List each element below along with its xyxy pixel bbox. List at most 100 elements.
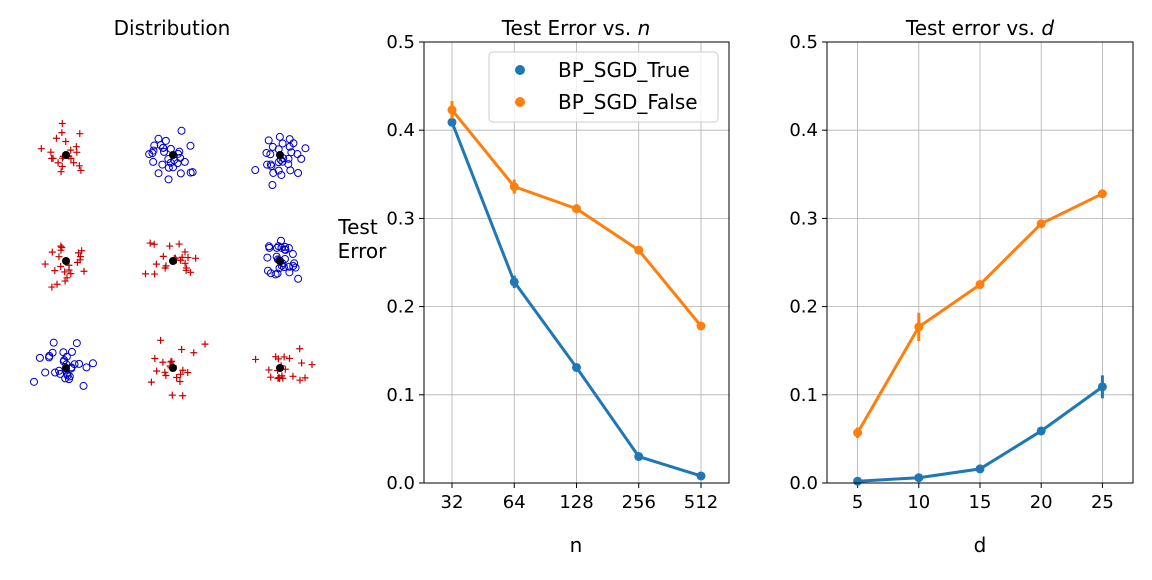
plus-marker [150,240,158,248]
circle-marker [160,147,169,156]
circle-marker [277,170,286,179]
plus-marker [75,162,83,170]
plus-marker [182,264,190,272]
circle-marker [272,243,281,252]
plus-marker [151,355,159,363]
plot-frame [423,41,730,484]
data-point [696,471,706,481]
x-tick-label: 256 [622,492,656,513]
plus-marker [48,248,56,256]
data-point [572,204,581,214]
circle-marker [149,157,158,166]
y-tick-label: 0.0 [386,473,415,494]
data-point [447,117,457,127]
circle-marker [285,268,294,277]
plus-marker [177,370,185,378]
test-error-vs-n-title: Test Error vs. n [501,16,651,40]
circle-marker [291,263,300,272]
plus-marker [53,280,61,288]
x-axis-label: d [974,533,987,557]
y-tick-label: 0.4 [789,120,818,141]
circle-marker [279,263,288,272]
cluster-center-marker [169,364,177,372]
circle-marker [297,154,306,163]
plus-marker [58,120,66,128]
series-bp-sgd-true [447,117,706,481]
cluster-center-marker [276,151,284,159]
y-axis-label-line-2: Error [338,239,388,263]
plus-marker [179,392,187,400]
circle-marker [265,242,274,251]
circle-marker [59,348,68,357]
legend-box [488,51,719,123]
plus-marker [175,240,183,248]
plus-marker [146,239,154,247]
circle-marker [186,141,195,150]
legend-label-bp-sgd-true: BP_SGD_True [558,58,690,82]
cluster-center-marker [62,364,70,372]
title-prefix: Test Error vs. [501,16,638,40]
distribution-cluster [141,239,200,278]
data-point [1036,426,1046,436]
plus-marker [73,258,81,266]
y-tick-label: 0.1 [789,385,818,406]
circle-marker [169,163,178,172]
test-error-vs-n-panel: Test Error vs. n Test Error n 32 64 128 256… [337,16,730,557]
circle-marker [150,141,159,150]
plus-marker [190,349,198,357]
data-point [975,464,985,474]
circle-marker [51,368,60,377]
series-bp-sgd-false [447,101,706,331]
plus-marker [58,243,66,251]
title-variable: n [638,16,651,40]
plus-marker [192,254,200,262]
circle-marker [158,160,167,169]
plus-marker [151,270,159,278]
plus-marker [184,254,192,262]
plus-marker [184,369,192,377]
plus-marker [301,374,309,382]
test-error-vs-d-panel: Test error vs. d d 5 10 15 20 25 0.0 0.1 0.2 0.3… [789,16,1134,557]
plus-marker [41,260,49,268]
data-point [1036,219,1046,229]
legend-label-bp-sgd-false: BP_SGD_False [558,90,698,114]
plus-marker [147,378,155,386]
plot-frame [826,41,1134,484]
plus-marker [67,155,75,163]
cluster-center-marker [276,257,284,265]
data-point [572,362,581,372]
legend-marker-bp-sgd-false [515,97,525,107]
cluster-center-marker [169,151,177,159]
distribution-title: Distribution [114,16,231,40]
series-bp-sgd-false [853,189,1107,439]
plus-marker [274,355,282,363]
circle-marker [268,180,277,189]
plus-marker [176,377,184,385]
circle-marker [49,338,58,347]
data-point [634,245,644,255]
plus-marker [157,336,165,344]
circle-marker [164,163,173,172]
plus-marker [47,148,55,156]
cluster-center-marker [62,151,70,159]
data-point [853,476,863,486]
plus-marker [48,283,56,291]
circle-marker [274,242,283,251]
plus-marker [76,130,84,138]
circle-marker [72,339,81,348]
distribution-cluster [147,336,209,400]
data-point [914,322,924,332]
plus-marker [58,129,66,137]
circle-marker [278,139,287,148]
plus-marker [161,368,169,376]
circle-marker [269,168,278,177]
plus-marker [178,346,186,354]
circle-marker [148,149,157,158]
circle-marker [161,136,170,145]
circle-marker [67,347,76,356]
plus-marker [54,159,62,167]
x-tick-label: 10 [907,492,930,513]
circle-marker [79,381,88,390]
plus-marker [267,373,275,381]
data-point [1097,382,1107,392]
